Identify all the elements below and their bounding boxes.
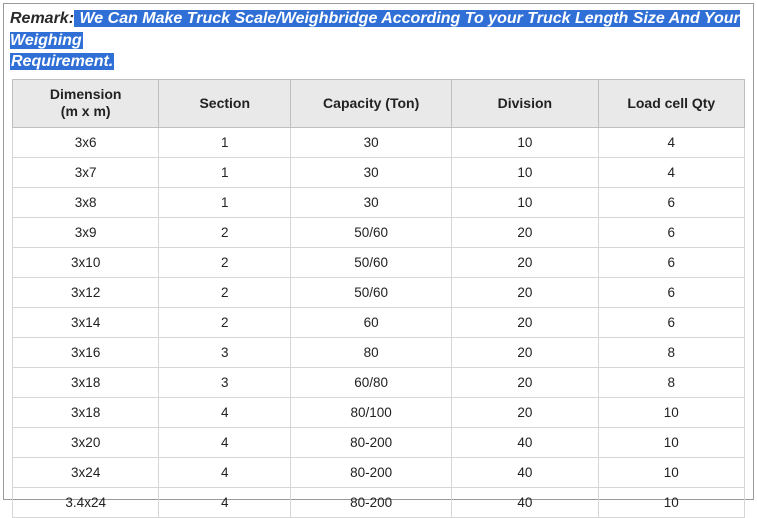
table-cell: 80/100: [291, 397, 452, 427]
table-cell: 4: [159, 397, 291, 427]
table-cell: 60/80: [291, 367, 452, 397]
table-cell: 50/60: [291, 217, 452, 247]
col-header-label: Division: [498, 95, 552, 111]
table-row: 3x18360/80208: [13, 367, 745, 397]
remark-highlight-line1: We Can Make Truck Scale/Weighbridge Acco…: [10, 10, 740, 49]
col-header-dimension: Dimension (m x m): [13, 79, 159, 127]
table-cell: 8: [598, 367, 744, 397]
table-cell: 20: [452, 337, 598, 367]
table-cell: 3x10: [13, 247, 159, 277]
table-cell: 3x18: [13, 397, 159, 427]
table-cell: 3x20: [13, 427, 159, 457]
col-header-division: Division: [452, 79, 598, 127]
col-header-capacity: Capacity (Ton): [291, 79, 452, 127]
table-cell: 20: [452, 307, 598, 337]
table-cell: 10: [598, 487, 744, 517]
table-cell: 20: [452, 367, 598, 397]
table-row: 3x8130106: [13, 187, 745, 217]
table-row: 3x12250/60206: [13, 277, 745, 307]
table-head: Dimension (m x m) Section Capacity (Ton)…: [13, 79, 745, 127]
table-cell: 10: [452, 127, 598, 157]
table-cell: 10: [598, 457, 744, 487]
table-cell: 3x18: [13, 367, 159, 397]
col-header-label: Capacity (Ton): [323, 95, 419, 111]
table-cell: 6: [598, 307, 744, 337]
table-row: 3x6130104: [13, 127, 745, 157]
table-row: 3x16380208: [13, 337, 745, 367]
table-cell: 3x12: [13, 277, 159, 307]
table-row: 3x14260206: [13, 307, 745, 337]
col-header-section: Section: [159, 79, 291, 127]
table-cell: 1: [159, 127, 291, 157]
table-cell: 2: [159, 217, 291, 247]
table-cell: 20: [452, 247, 598, 277]
table-cell: 2: [159, 277, 291, 307]
table-cell: 1: [159, 187, 291, 217]
table-cell: 4: [159, 427, 291, 457]
col-header-label: Section: [199, 95, 250, 111]
table-cell: 6: [598, 217, 744, 247]
table-cell: 30: [291, 127, 452, 157]
col-header-label: Load cell Qty: [627, 95, 715, 111]
table-cell: 4: [598, 127, 744, 157]
table-cell: 10: [598, 397, 744, 427]
table-cell: 6: [598, 187, 744, 217]
table-cell: 3x9: [13, 217, 159, 247]
table-cell: 2: [159, 247, 291, 277]
table-cell: 3x8: [13, 187, 159, 217]
table-cell: 20: [452, 217, 598, 247]
table-cell: 2: [159, 307, 291, 337]
table-cell: 60: [291, 307, 452, 337]
remark-highlight-line2: Requirement.: [10, 53, 114, 70]
table-cell: 20: [452, 277, 598, 307]
table-cell: 10: [598, 427, 744, 457]
table-cell: 80-200: [291, 427, 452, 457]
table-cell: 80-200: [291, 457, 452, 487]
table-cell: 4: [598, 157, 744, 187]
table-cell: 3x16: [13, 337, 159, 367]
table-cell: 3x6: [13, 127, 159, 157]
table-cell: 40: [452, 427, 598, 457]
table-cell: 8: [598, 337, 744, 367]
table-row: 3x20480-2004010: [13, 427, 745, 457]
table-row: 3x9250/60206: [13, 217, 745, 247]
table-row: 3x10250/60206: [13, 247, 745, 277]
col-header-loadcell: Load cell Qty: [598, 79, 744, 127]
table-cell: 50/60: [291, 247, 452, 277]
table-cell: 80: [291, 337, 452, 367]
table-row: 3x24480-2004010: [13, 457, 745, 487]
table-cell: 3.4x24: [13, 487, 159, 517]
table-body: 3x61301043x71301043x81301063x9250/602063…: [13, 127, 745, 517]
specs-panel: Remark: We Can Make Truck Scale/Weighbri…: [3, 3, 754, 500]
table-cell: 3x14: [13, 307, 159, 337]
specs-table: Dimension (m x m) Section Capacity (Ton)…: [12, 79, 745, 518]
table-cell: 3: [159, 367, 291, 397]
remark-label: Remark:: [10, 10, 74, 27]
table-cell: 30: [291, 187, 452, 217]
table-cell: 6: [598, 247, 744, 277]
col-header-label: Dimension (m x m): [50, 86, 122, 120]
table-cell: 80-200: [291, 487, 452, 517]
table-cell: 3: [159, 337, 291, 367]
table-cell: 30: [291, 157, 452, 187]
remark-block: Remark: We Can Make Truck Scale/Weighbri…: [4, 4, 753, 79]
table-cell: 4: [159, 487, 291, 517]
table-cell: 6: [598, 277, 744, 307]
table-cell: 20: [452, 397, 598, 427]
table-cell: 3x7: [13, 157, 159, 187]
table-cell: 50/60: [291, 277, 452, 307]
table-cell: 10: [452, 157, 598, 187]
table-row: 3x7130104: [13, 157, 745, 187]
table-row: 3x18480/1002010: [13, 397, 745, 427]
table-row: 3.4x24480-2004010: [13, 487, 745, 517]
table-cell: 10: [452, 187, 598, 217]
table-cell: 1: [159, 157, 291, 187]
table-cell: 3x24: [13, 457, 159, 487]
table-cell: 40: [452, 457, 598, 487]
table-cell: 4: [159, 457, 291, 487]
table-cell: 40: [452, 487, 598, 517]
